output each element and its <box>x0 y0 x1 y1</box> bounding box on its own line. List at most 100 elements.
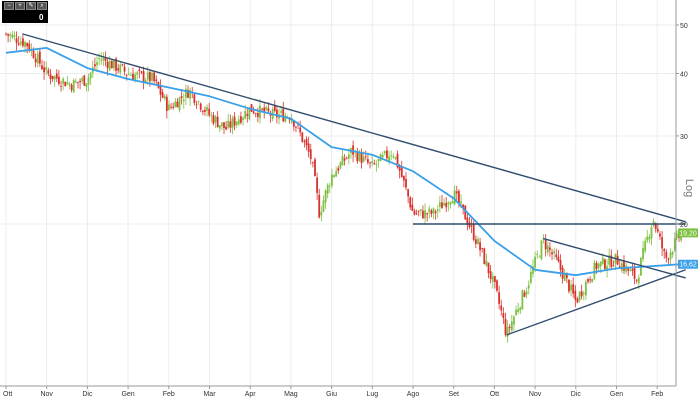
candle-body <box>405 179 407 188</box>
candle-body <box>87 77 90 85</box>
candle-body <box>127 74 130 75</box>
candle-body <box>15 38 18 43</box>
candle-body <box>358 152 361 161</box>
candle-body <box>576 298 579 303</box>
candle-body <box>538 256 541 258</box>
candle-body <box>610 255 613 268</box>
candle-body <box>360 153 363 164</box>
candle-body <box>201 110 204 112</box>
candle-body <box>235 121 238 125</box>
candle-body <box>305 138 308 146</box>
candle-body <box>644 240 647 252</box>
candle-body <box>597 263 600 268</box>
candle-body <box>604 259 606 269</box>
candle-body <box>326 184 329 194</box>
trendline[interactable] <box>543 237 686 279</box>
candle-body <box>220 122 223 127</box>
candle-body <box>508 326 511 329</box>
candle-body <box>79 80 81 83</box>
candle-body <box>356 152 359 162</box>
candle-body <box>570 284 572 291</box>
candle-body <box>307 143 310 152</box>
candle-body <box>529 271 532 283</box>
candle-body <box>635 279 638 281</box>
candle-body <box>96 62 98 65</box>
trendline[interactable] <box>506 269 686 336</box>
candle-body <box>390 155 393 157</box>
candle-body <box>474 239 477 244</box>
candle-body <box>174 101 177 107</box>
candle-body <box>280 110 283 113</box>
candle-body <box>163 95 166 99</box>
y-tick-label: 20 <box>680 222 688 229</box>
candle-body <box>460 201 462 204</box>
candle-body <box>563 274 566 281</box>
trendlines[interactable] <box>22 33 686 336</box>
zoom-out-icon[interactable]: − <box>4 2 14 10</box>
candle-body <box>138 69 141 71</box>
candle-body <box>362 156 365 162</box>
candle-body <box>364 156 367 158</box>
candle-body <box>182 99 185 102</box>
candle-body <box>521 290 524 309</box>
candle-body <box>208 108 211 116</box>
candle-body <box>72 79 75 93</box>
search-icon[interactable]: ⌕ <box>37 2 47 10</box>
candle-body <box>498 292 501 304</box>
candle-body <box>606 266 608 271</box>
candle-body <box>466 217 469 225</box>
candle-body <box>637 277 640 284</box>
candle-body <box>172 106 175 109</box>
candle-body <box>341 155 344 166</box>
y-tick-label: 40 <box>680 71 688 78</box>
candle-body <box>261 108 263 110</box>
candle-body <box>284 115 287 122</box>
candlesticks <box>5 30 683 343</box>
candle-body <box>422 210 424 219</box>
candle-body <box>656 228 659 232</box>
candle-body <box>83 75 86 86</box>
candle-body <box>189 89 192 99</box>
candle-body <box>527 284 530 289</box>
candle-body <box>125 74 128 76</box>
candle-body <box>453 190 456 205</box>
candle-body <box>218 125 221 129</box>
candle-body <box>45 67 48 71</box>
moving-average-line <box>5 47 682 277</box>
candle-body <box>345 157 348 159</box>
candle-body <box>7 33 10 36</box>
candle-body <box>441 202 443 209</box>
x-tick-label: Dic <box>82 391 93 398</box>
candle-body <box>252 111 255 114</box>
candle-body <box>168 104 170 111</box>
zoom-in-icon[interactable]: + <box>15 2 25 10</box>
pencil-icon[interactable]: ✎ <box>26 2 36 10</box>
candle-body <box>584 281 587 296</box>
candle-body <box>55 73 58 79</box>
candle-body <box>290 118 293 123</box>
candle-body <box>415 213 418 215</box>
candle-body <box>316 177 319 193</box>
candle-body <box>11 34 14 38</box>
candle-body <box>394 156 397 159</box>
candle-body <box>180 96 183 98</box>
candle-body <box>295 126 297 128</box>
candle-body <box>540 240 543 260</box>
candle-body <box>100 59 103 61</box>
candle-body <box>212 115 215 124</box>
trendline[interactable] <box>22 33 686 223</box>
candle-body <box>204 109 206 112</box>
candle-body <box>199 103 202 110</box>
candle-body <box>51 75 54 80</box>
candle-body <box>85 83 88 87</box>
candle-body <box>470 225 473 227</box>
last-price-tag: 19,20 <box>678 228 698 238</box>
candle-body <box>115 58 117 71</box>
candle-body <box>151 72 153 81</box>
candle-body <box>578 291 581 301</box>
candle-body <box>132 73 134 80</box>
candle-body <box>500 305 503 311</box>
candle-body <box>43 67 45 73</box>
candle-body <box>409 197 412 208</box>
